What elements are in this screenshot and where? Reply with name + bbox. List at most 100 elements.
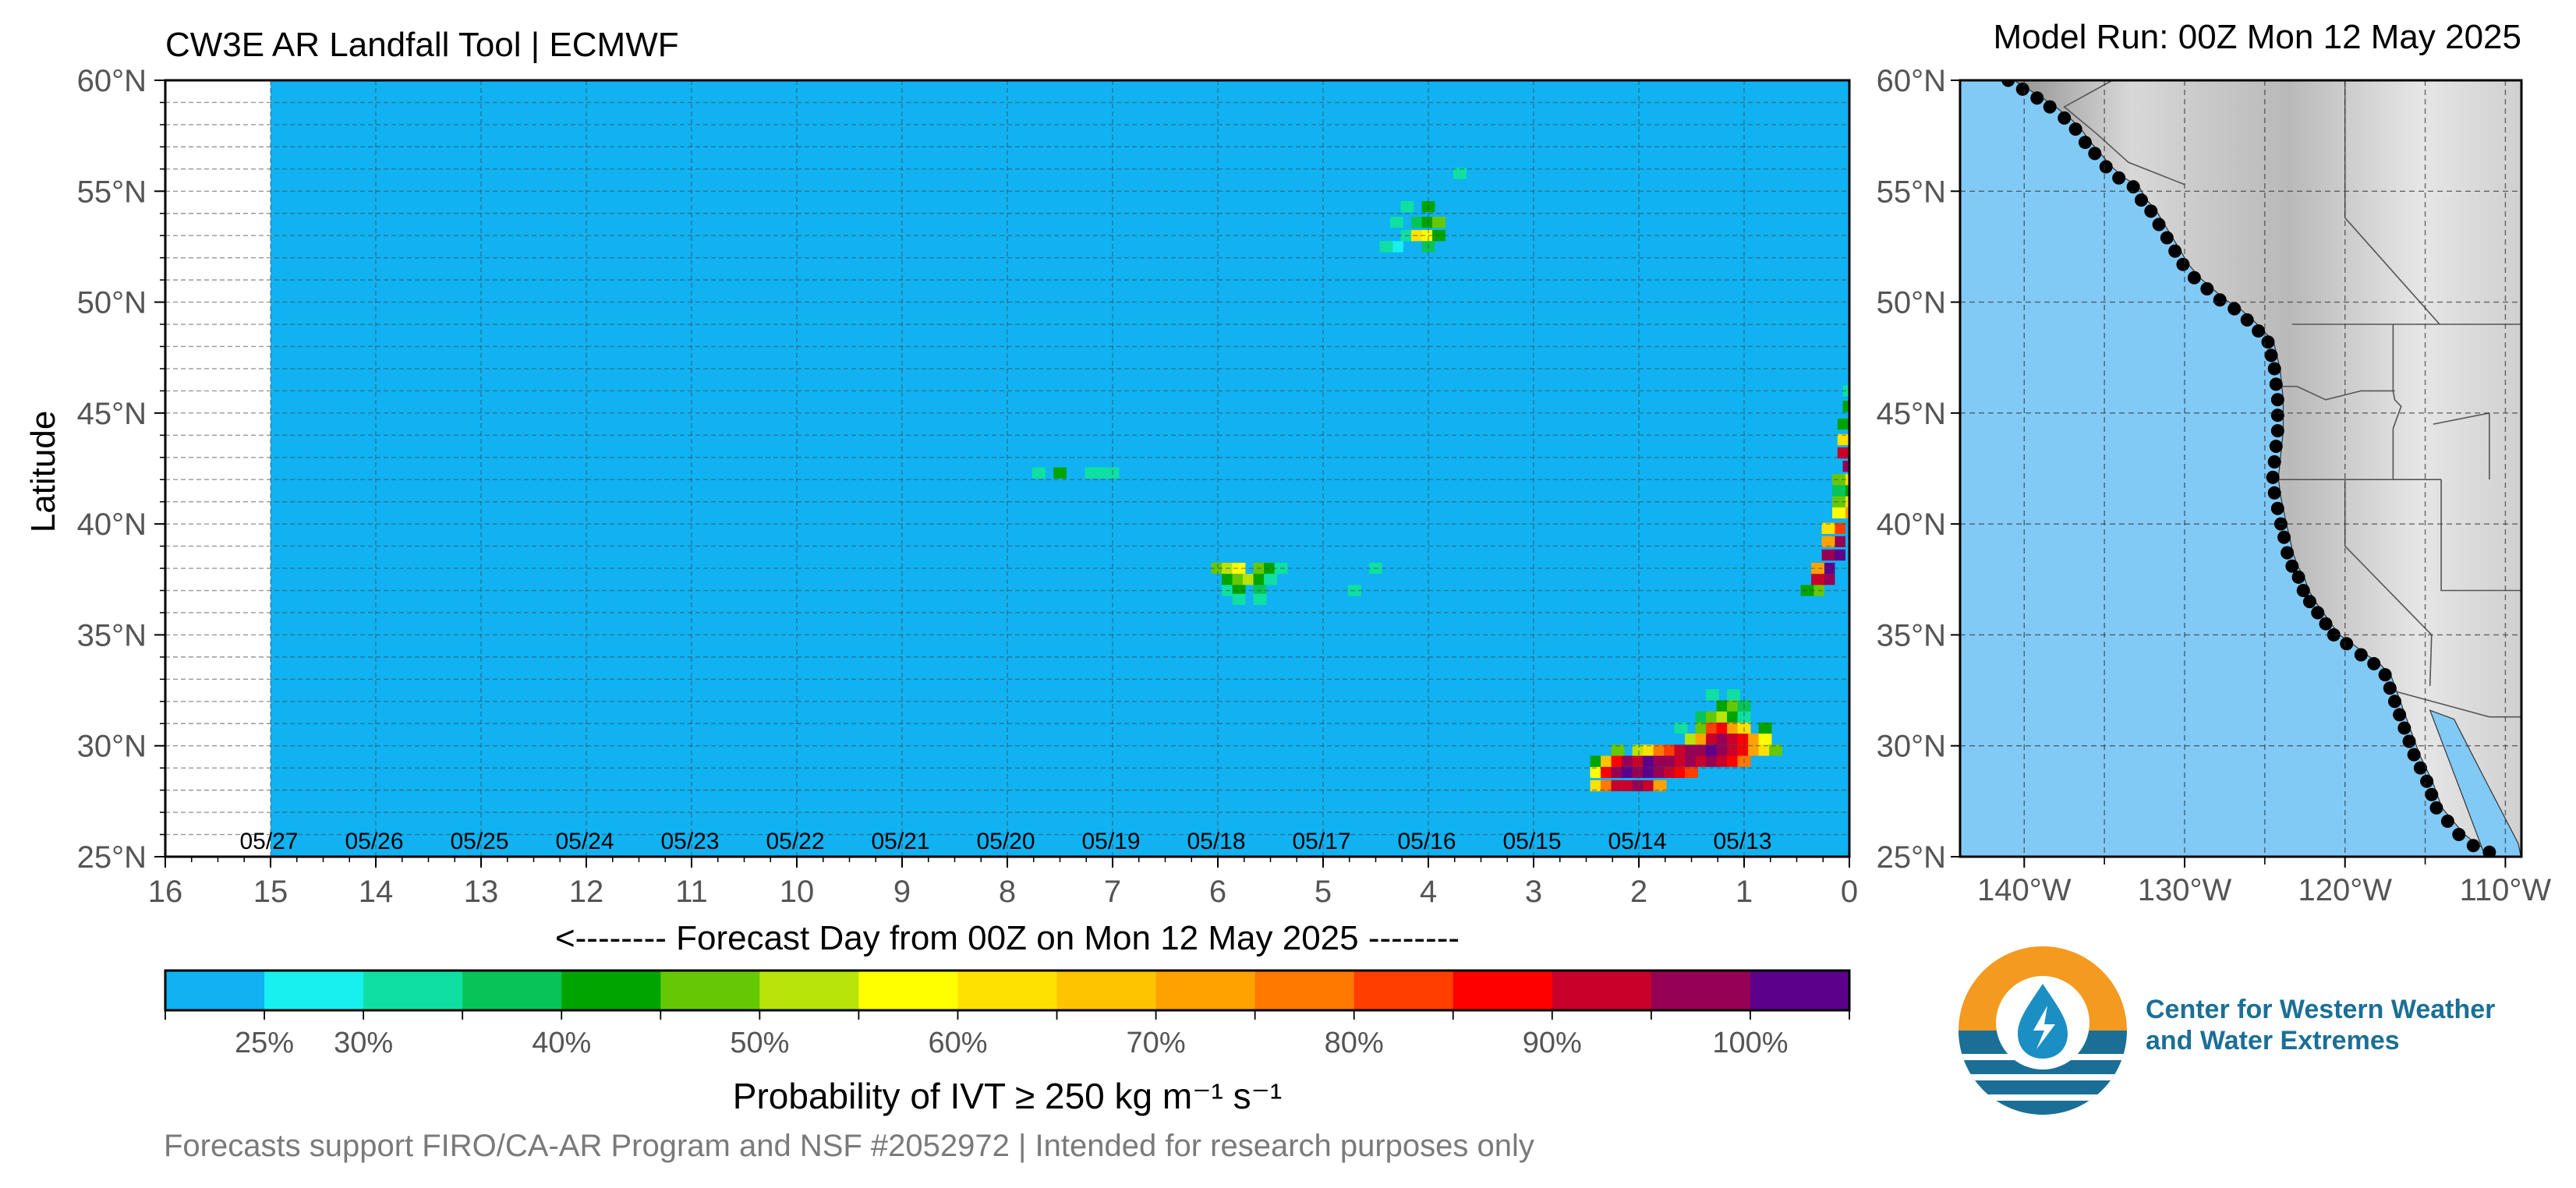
map-y-tick-label: 50°N <box>1877 286 1946 320</box>
probability-cell <box>1674 766 1688 778</box>
x-tick-label: 8 <box>999 875 1016 909</box>
probability-cell <box>1243 574 1256 585</box>
probability-cell <box>1590 766 1604 778</box>
probability-cell <box>1737 711 1751 723</box>
colorbar-segment <box>1453 971 1553 1010</box>
landfall-point <box>2270 408 2284 423</box>
landfall-point <box>2277 530 2291 544</box>
landfall-point <box>2291 570 2305 584</box>
probability-cell <box>1695 734 1709 745</box>
probability-cell <box>1685 766 1698 778</box>
x-tick-label: 7 <box>1104 875 1121 909</box>
landfall-point <box>2088 147 2102 161</box>
landfall-point <box>2402 734 2416 748</box>
date-label: 05/19 <box>1081 829 1140 854</box>
probability-cell <box>1653 755 1667 767</box>
x-tick-label: 10 <box>780 875 815 909</box>
probability-cell <box>1769 744 1782 756</box>
probability-cell <box>1653 744 1667 756</box>
y-tick-label: 60°N <box>77 64 147 98</box>
political-border <box>2433 412 2490 425</box>
probability-cell <box>1643 755 1656 767</box>
colorbar-tick-label: 90% <box>1523 1027 1582 1059</box>
landfall-point <box>2267 362 2281 376</box>
landfall-point <box>2354 648 2368 662</box>
probability-cell <box>1737 744 1751 756</box>
colorbar-segment <box>957 971 1058 1010</box>
landfall-point <box>2407 748 2421 762</box>
probability-cell <box>1379 241 1393 253</box>
landfall-point <box>2270 501 2284 515</box>
landfall-point <box>2015 82 2029 96</box>
probability-cell <box>1264 574 1277 585</box>
landfall-point <box>2425 787 2439 801</box>
probability-cell <box>1821 574 1835 585</box>
colorbar-segment <box>462 971 562 1010</box>
probability-cell <box>1716 755 1730 767</box>
probability-cell <box>1611 766 1625 778</box>
political-border <box>2344 80 2440 325</box>
landfall-point <box>2269 440 2283 454</box>
probability-cell <box>1832 474 1845 486</box>
probability-cell <box>1601 780 1614 792</box>
probability-cell <box>1601 755 1614 767</box>
colorbar-segment <box>1651 971 1751 1010</box>
landfall-point <box>2240 313 2254 327</box>
probability-cell <box>1601 766 1614 778</box>
probability-cell <box>1727 722 1740 734</box>
landfall-point <box>2078 136 2092 150</box>
probability-cell <box>1643 744 1656 756</box>
probability-cell <box>1232 593 1246 606</box>
y-axis-label: Latitude <box>24 411 62 533</box>
colorbar-segment <box>1155 971 1256 1010</box>
landfall-point <box>2176 257 2190 271</box>
x-tick-label: 9 <box>893 875 911 909</box>
y-tick-label: 45°N <box>77 397 147 431</box>
colorbar: 25% 30% 40% 50% 60% 70% 80% 90% 100% <box>164 969 1851 1059</box>
probability-cell <box>1811 562 1824 575</box>
date-label: 05/14 <box>1608 829 1666 854</box>
landfall-point <box>2266 470 2280 484</box>
date-label: 05/16 <box>1397 829 1456 854</box>
probability-cell <box>1411 217 1424 228</box>
landfall-point <box>2440 814 2454 828</box>
probability-cell <box>1716 711 1730 723</box>
probability-cell <box>1622 766 1635 778</box>
colorbar-frame <box>164 969 1851 1012</box>
probability-cell <box>1832 536 1845 548</box>
probability-cell <box>1832 522 1845 534</box>
probability-cell <box>1716 744 1730 756</box>
landfall-point <box>2168 244 2182 258</box>
landfall-point <box>2134 193 2148 207</box>
y-tick-label: 35°N <box>77 618 147 652</box>
colorbar-tick-label: 80% <box>1325 1027 1384 1059</box>
date-label: 05/20 <box>976 829 1035 854</box>
landfall-point <box>2452 828 2466 842</box>
model-run-title: Model Run: 00Z Mon 12 May 2025 <box>1994 18 2522 56</box>
cw3e-logo: Center for Western Weather and Water Ext… <box>1959 946 2495 1115</box>
date-label: 05/26 <box>345 829 403 854</box>
colorbar-segment <box>858 971 958 1010</box>
probability-cell <box>1453 168 1467 179</box>
probability-cell <box>1674 755 1688 767</box>
probability-cell <box>1832 549 1845 561</box>
landfall-point <box>2269 377 2283 391</box>
heatmap-panel: 16 15 14 13 12 11 10 9 8 7 6 5 4 3 2 1 025°N30°N35°N40°N… <box>77 64 1859 909</box>
logo-text-line1: Center for Western Weather <box>2146 995 2495 1024</box>
probability-cell <box>1664 755 1677 767</box>
footer-note: Forecasts support FIRO/CA-AR Program and… <box>164 1129 1534 1163</box>
landfall-point <box>2112 171 2126 185</box>
probability-cells <box>1032 168 1849 792</box>
landfall-point <box>2030 91 2044 105</box>
probability-cell <box>1253 574 1267 585</box>
date-label: 05/13 <box>1713 829 1771 854</box>
colorbar-tick-label: 30% <box>334 1027 393 1059</box>
colorbar-tick-label: 100% <box>1712 1027 1788 1059</box>
colorbar-segment <box>1552 971 1652 1010</box>
landfall-point <box>2296 584 2310 598</box>
landfall-point <box>2187 270 2201 285</box>
x-tick-label: 6 <box>1209 875 1226 909</box>
map-x-tick-label: 110°W <box>2460 873 2552 907</box>
landfall-point <box>2397 721 2411 735</box>
probability-cell <box>1664 744 1677 756</box>
